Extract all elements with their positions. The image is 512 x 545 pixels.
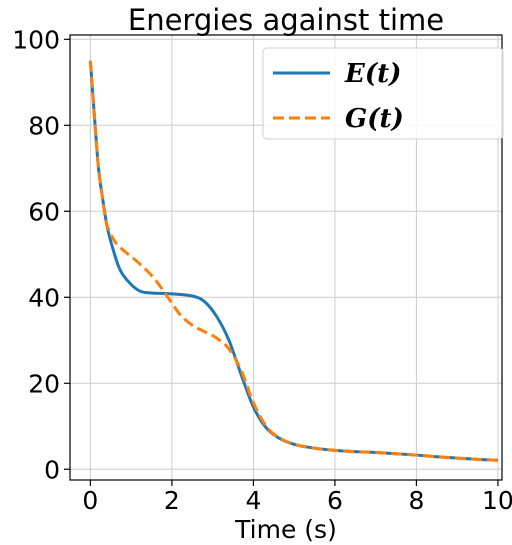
y-tick-label: 0 — [44, 455, 60, 484]
series-line-g — [88, 60, 498, 462]
y-tick-label: 100 — [12, 25, 60, 54]
x-tick-label: 8 — [408, 486, 424, 515]
series-layer — [88, 60, 498, 462]
plot-frame — [69, 34, 503, 481]
legend-label-e: E(t) — [344, 59, 401, 89]
x-tick-label: 6 — [327, 486, 343, 515]
legend-box — [262, 47, 504, 140]
y-tick-label: 20 — [28, 369, 60, 398]
y-tick-label: 80 — [28, 111, 60, 140]
x-tick-label: 10 — [482, 486, 512, 515]
y-tick-label: 40 — [28, 283, 60, 312]
chart-title: Energies against time — [128, 3, 444, 37]
x-tick-label: 2 — [164, 486, 180, 515]
legend: E(t) G(t) — [262, 47, 504, 140]
x-tick-label: 0 — [82, 486, 98, 515]
x-tick-label: 4 — [245, 486, 261, 515]
legend-label-g: G(t) — [345, 104, 404, 134]
y-tick-label: 60 — [28, 197, 60, 226]
x-axis-label: Time (s) — [234, 515, 337, 544]
